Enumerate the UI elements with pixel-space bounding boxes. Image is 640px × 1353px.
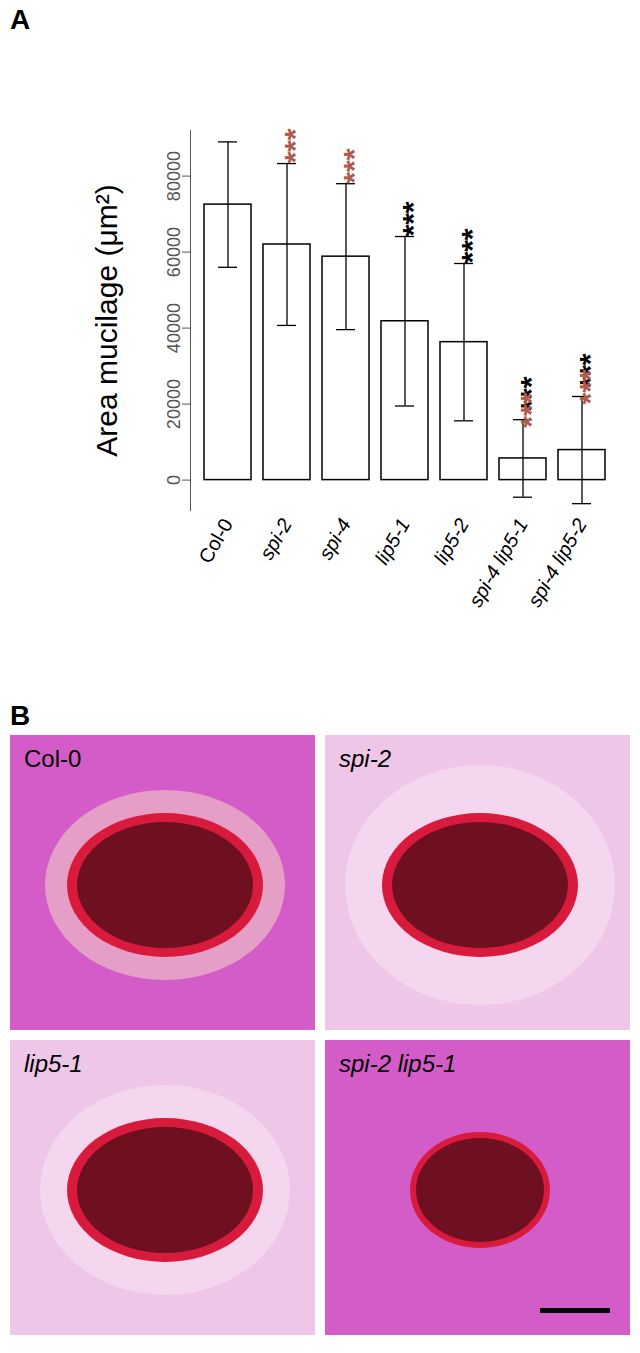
svg-text:80000: 80000 xyxy=(164,151,184,201)
svg-text:spi-4 lip5-2: spi-4 lip5-2 xyxy=(523,515,591,611)
svg-text:20000: 20000 xyxy=(164,379,184,429)
svg-text:0: 0 xyxy=(164,475,184,485)
svg-text:lip5-2: lip5-2 xyxy=(429,515,473,568)
svg-text:***: *** xyxy=(278,128,311,163)
html-text:B: B xyxy=(10,700,31,731)
svg-text:***: *** xyxy=(337,148,370,183)
svg-text:***: *** xyxy=(573,369,606,404)
html-text:Col-0: Col-0 xyxy=(24,745,82,772)
html-text:A: A xyxy=(10,4,31,35)
svg-text:Area mucilage (μm²): Area mucilage (μm²) xyxy=(90,184,123,456)
svg-text:40000: 40000 xyxy=(164,303,184,353)
svg-text:lip5-1: lip5-1 xyxy=(370,515,414,568)
svg-text:***: *** xyxy=(396,201,429,236)
svg-text:***: *** xyxy=(455,228,488,263)
svg-text:Col-0: Col-0 xyxy=(194,515,237,567)
svg-text:spi-2: spi-2 xyxy=(255,515,296,564)
svg-text:spi-4 lip5-1: spi-4 lip5-1 xyxy=(464,515,532,611)
svg-text:60000: 60000 xyxy=(164,227,184,277)
svg-text:***: *** xyxy=(514,392,547,427)
html-text:spi-2 lip5-1: spi-2 lip5-1 xyxy=(339,1050,457,1077)
html-text:spi-2: spi-2 xyxy=(339,745,391,772)
svg-text:spi-4: spi-4 xyxy=(314,515,355,564)
html-text:lip5-1: lip5-1 xyxy=(24,1050,83,1077)
